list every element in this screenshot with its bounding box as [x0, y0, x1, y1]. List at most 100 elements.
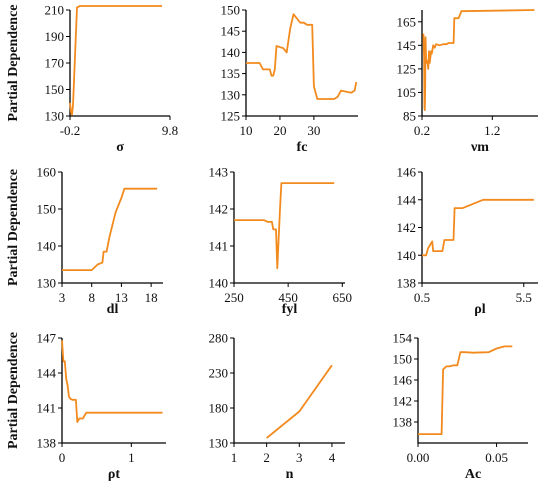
axis-lines [421, 10, 538, 117]
y-tick-label: 165 [397, 14, 417, 29]
x-axis-label: ρl [474, 302, 485, 317]
x-axis-label: dl [107, 302, 119, 317]
pd-series-line [62, 187, 158, 272]
panel-1: 130 150 170 190 210 -0.2 9.8 σ Partial Dependenc… [6, 3, 178, 156]
x-tick-label: 8 [88, 290, 95, 305]
y-tick-label: 130 [221, 87, 241, 102]
axis-lines [233, 338, 345, 444]
x-axis-label: ρt [108, 467, 120, 482]
y-tick-label: 125 [221, 109, 241, 124]
y-tick-label: 138 [397, 276, 417, 291]
x-tick-label: 9.8 [162, 123, 178, 138]
y-tick-label: 170 [45, 56, 65, 71]
x-tick-label: 450 [278, 290, 298, 305]
y-tick-label: 142 [209, 202, 229, 217]
y-tick-label: 142 [393, 394, 413, 409]
y-tick-label: 144 [397, 192, 417, 207]
y-axis-label: Partial Dependence [6, 169, 21, 286]
y-tick-label: 160 [37, 165, 57, 180]
pd-series-line [246, 13, 358, 100]
y-tick-label: 146 [397, 165, 417, 180]
x-axis-label: Ac [465, 467, 481, 482]
axis-lines [421, 172, 538, 284]
y-tick-label: 154 [393, 331, 413, 346]
x-tick-label: 0.00 [407, 450, 430, 465]
y-tick-label: 147 [37, 331, 57, 346]
y-tick-label: 141 [209, 239, 229, 254]
x-axis-label: fyl [282, 302, 298, 317]
y-tick-label: 210 [45, 3, 65, 18]
y-tick-label: 138 [37, 436, 57, 451]
panel-5: 140 141 142 143 250 450 650 fyl [209, 165, 353, 318]
x-tick-label: 3 [59, 290, 66, 305]
axis-lines [61, 338, 166, 444]
panel-6: 138 140 142 144 146 0.5 5.5 ρl [397, 165, 538, 317]
y-tick-label: 150 [45, 82, 65, 97]
y-tick-label: 135 [221, 66, 241, 81]
y-tick-label: 143 [209, 165, 229, 180]
y-tick-label: 145 [221, 24, 241, 39]
panel-9: 138 142 146 150 154 0.00 0.05 Ac [393, 331, 528, 482]
pd-series-line [61, 340, 163, 423]
panel-4: 130 140 150 160 3 8 13 18 dl Partial Dependence [6, 165, 163, 317]
pd-series-line [266, 364, 333, 439]
x-tick-label: 1 [128, 450, 135, 465]
pd-series-line [422, 9, 535, 111]
panel-3: 85 105 125 145 165 0.2 1.2 νm [397, 9, 538, 155]
y-tick-label: 150 [37, 202, 57, 217]
x-tick-label: 650 [333, 290, 353, 305]
x-tick-label: 5.5 [516, 290, 532, 305]
x-tick-label: 0.5 [414, 290, 430, 305]
y-tick-label: 190 [45, 29, 65, 44]
y-tick-label: 105 [397, 85, 417, 100]
x-axis-label: fc [297, 140, 308, 155]
x-tick-label: 0.2 [414, 123, 430, 138]
y-axis-label: Partial Dependence [6, 4, 21, 121]
pd-series-line [422, 198, 534, 257]
y-tick-label: 125 [397, 61, 417, 76]
y-tick-label: 141 [37, 401, 57, 416]
x-tick-label: 3 [296, 450, 303, 465]
axis-lines [69, 10, 170, 117]
y-tick-label: 140 [37, 239, 57, 254]
x-tick-label: 10 [240, 123, 253, 138]
x-axis-label: n [286, 467, 294, 482]
y-tick-label: 280 [209, 331, 229, 346]
y-tick-label: 130 [37, 276, 57, 291]
y-tick-label: 140 [221, 45, 241, 60]
y-tick-label: 140 [397, 248, 417, 263]
x-tick-label: 1 [231, 450, 238, 465]
y-tick-label: 180 [209, 401, 229, 416]
x-tick-label: 0 [59, 450, 66, 465]
x-tick-label: 4 [329, 450, 336, 465]
x-tick-label: 2 [263, 450, 270, 465]
y-tick-label: 146 [393, 373, 413, 388]
y-tick-label: 230 [209, 366, 229, 381]
panel-2: 125 130 135 140 145 150 10 20 30 fc [221, 3, 358, 155]
x-tick-label: -0.2 [60, 123, 81, 138]
y-tick-label: 140 [209, 276, 229, 291]
y-tick-label: 142 [397, 220, 417, 235]
pd-series-line [234, 182, 335, 270]
x-axis-label: σ [116, 140, 124, 155]
x-tick-label: 1.2 [484, 123, 500, 138]
y-tick-label: 144 [37, 366, 57, 381]
panel-8: 130 180 230 280 1 2 3 4 n [209, 331, 345, 482]
y-tick-label: 85 [403, 109, 416, 124]
y-tick-label: 150 [221, 3, 241, 18]
axis-lines [245, 10, 358, 117]
panel-7: 138 141 144 147 0 1 ρt Partial Dependence [6, 331, 166, 482]
x-axis-label: νm [470, 140, 489, 155]
x-tick-label: 0.05 [485, 450, 508, 465]
axis-lines [233, 172, 345, 284]
x-tick-label: 13 [115, 290, 128, 305]
y-tick-label: 150 [393, 352, 413, 367]
pd-series-line [418, 345, 513, 436]
y-tick-label: 130 [209, 436, 229, 451]
x-tick-label: 30 [307, 123, 320, 138]
x-tick-label: 250 [224, 290, 244, 305]
axis-lines [417, 338, 528, 444]
pd-series-line [69, 5, 162, 116]
y-axis-label: Partial Dependence [6, 332, 21, 449]
